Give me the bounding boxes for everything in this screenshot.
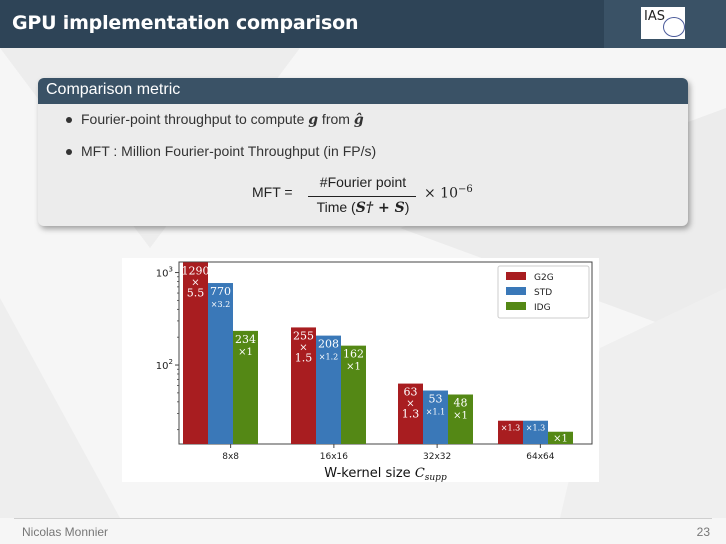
- bullet-dot-icon: [66, 117, 72, 123]
- x-tick-label: 8x8: [222, 452, 239, 462]
- mft-formula: MFT = #Fourier point Time (S† + S) × 10−…: [38, 174, 688, 218]
- block-title: Comparison metric: [46, 81, 181, 98]
- data-label: ×1.3: [526, 424, 545, 433]
- data-label: ×: [406, 399, 414, 410]
- y-tick-label: 103: [156, 266, 173, 280]
- data-label: 770: [210, 285, 231, 298]
- data-label: ×3.2: [211, 300, 230, 309]
- footer-author: Nicolas Monnier: [22, 525, 109, 539]
- x-axis-label: W-kernel size Csupp: [324, 466, 447, 482]
- data-label: 5.5: [187, 286, 205, 299]
- data-label: ×: [299, 342, 307, 353]
- data-label: 208: [318, 338, 339, 351]
- formula-rhs: × 10−6: [424, 184, 473, 202]
- data-label: 63: [404, 386, 418, 399]
- x-tick-label: 64x64: [526, 452, 555, 462]
- bar-g2g: [291, 327, 316, 444]
- data-label: ×1: [553, 434, 568, 445]
- bar-std: [316, 335, 341, 444]
- bar-idg: [233, 330, 258, 444]
- formula-denominator: Time (S† + S): [316, 199, 410, 216]
- footer-divider: [14, 518, 712, 519]
- data-label: ×1.3: [501, 424, 520, 433]
- data-label: ×1.1: [426, 408, 445, 417]
- bar-g2g: [398, 383, 423, 444]
- data-label: 255: [293, 329, 314, 342]
- slide-title: GPU implementation comparison: [12, 12, 359, 34]
- data-label: ×1: [453, 411, 468, 422]
- data-label: 1.3: [402, 408, 420, 421]
- bar-idg: [448, 394, 473, 444]
- data-label: 53: [429, 393, 443, 406]
- data-label: 48: [454, 397, 468, 410]
- x-tick-label: 16x16: [320, 452, 349, 462]
- bullet-text: MFT : Million Fourier-point Throughput (…: [81, 143, 377, 159]
- legend-swatch: [506, 287, 526, 295]
- block-header: Comparison metric: [38, 78, 688, 104]
- data-label: ×1: [346, 362, 361, 373]
- bar-g2g: [498, 420, 523, 444]
- bar-idg: [341, 345, 366, 444]
- bar-g2g: [183, 262, 208, 444]
- formula-lhs: MFT =: [252, 184, 293, 200]
- definition-block: Comparison metric Fourier-point throughp…: [38, 78, 688, 226]
- ias-logo-text: IAS: [644, 9, 665, 24]
- data-label: 1290: [182, 264, 210, 277]
- data-label: 1.5: [295, 351, 313, 364]
- data-label: ×1.2: [319, 353, 338, 362]
- data-label: 234: [235, 333, 256, 346]
- page-number: 23: [696, 525, 710, 539]
- data-label: ×: [191, 277, 199, 288]
- data-label: ×1: [238, 347, 253, 358]
- legend-label: IDG: [534, 303, 551, 313]
- fraction-bar: [308, 196, 416, 197]
- bar-std: [208, 283, 233, 444]
- bar-idg: [548, 431, 573, 444]
- legend-label: STD: [534, 288, 552, 298]
- logo-ring-icon: [663, 17, 685, 37]
- formula-numerator: #Fourier point: [319, 174, 407, 190]
- slide-header: GPU implementation comparison IAS: [0, 0, 726, 48]
- bar-std: [523, 420, 548, 444]
- x-tick-label: 32x32: [423, 452, 451, 462]
- y-tick-label: 102: [156, 358, 173, 372]
- legend-label: G2G: [534, 273, 554, 283]
- legend-swatch: [506, 302, 526, 310]
- ias-logo: IAS: [641, 7, 685, 39]
- bullet-text: Fourier-point throughput to compute g fr…: [81, 111, 364, 128]
- mft-bar-chart: 102 103 8x8 1290 × 5.5 770 ×3.2 234 ×1 16x16 255 × 1.…: [122, 258, 599, 483]
- bar-std: [423, 390, 448, 444]
- data-label: 162: [343, 348, 364, 361]
- bullet-dot-icon: [66, 149, 72, 155]
- legend-swatch: [506, 272, 526, 280]
